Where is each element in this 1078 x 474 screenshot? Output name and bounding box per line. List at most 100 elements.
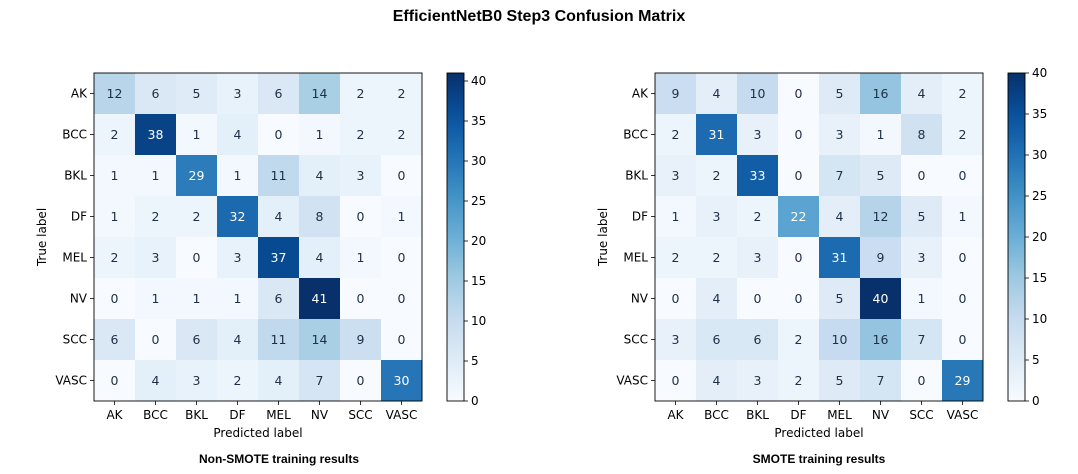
matrix-cell [258,196,300,238]
matrix-cell [135,114,177,156]
matrix-cell [778,237,820,279]
y-tick-label: AK [632,87,649,101]
cell-value: 9 [672,86,680,101]
cell-value: 6 [275,291,283,306]
cell-value: 2 [111,127,119,142]
cell-value: 0 [398,250,406,265]
colorbar-tick-label: 15 [1032,271,1047,285]
cell-value: 7 [316,373,324,388]
cell-value: 2 [234,373,242,388]
cell-value: 0 [193,250,201,265]
cell-value: 1 [959,209,967,224]
cell-value: 1 [234,168,242,183]
cell-value: 7 [877,373,885,388]
x-tick-label: AK [667,408,684,422]
cell-value: 6 [713,332,721,347]
cell-value: 0 [918,373,926,388]
cell-value: 0 [795,291,803,306]
colorbar-tick-label: 35 [1032,107,1047,121]
cell-value: 5 [836,291,844,306]
cell-value: 5 [836,373,844,388]
matrix-cell [217,237,259,279]
y-axis-label: True label [35,208,49,267]
cell-value: 1 [111,209,119,224]
matrix-cell [737,237,779,279]
cell-value: 29 [189,168,205,183]
colorbar-tick-label: 15 [471,274,486,288]
x-tick-label: NV [311,408,329,422]
cell-value: 9 [877,250,885,265]
cell-value: 0 [357,209,365,224]
matrix-cell [258,155,300,197]
matrix-cell [901,360,943,402]
cell-value: 14 [312,86,328,101]
matrix-cell [655,319,697,361]
matrix-cell [299,237,341,279]
matrix-cell [819,155,861,197]
cell-value: 4 [234,127,242,142]
matrix-cell [655,114,697,156]
cell-value: 2 [713,250,721,265]
x-tick-label: BKL [185,408,208,422]
matrix-cell [299,73,341,115]
matrix-cell [901,114,943,156]
matrix-cell [942,237,984,279]
figure-title: EfficientNetB0 Step3 Confusion Matrix [392,8,686,25]
cell-value: 2 [795,373,803,388]
cell-value: 4 [275,373,283,388]
matrix-frame [654,72,984,402]
matrix-cell [258,73,300,115]
cell-value: 2 [713,168,721,183]
caption-smote: SMOTE training results [752,452,886,466]
cell-value: 14 [312,332,328,347]
cell-value: 0 [357,373,365,388]
cell-value: 3 [193,373,201,388]
cell-value: 16 [873,86,889,101]
matrix-cell [217,114,259,156]
cell-value: 31 [832,250,848,265]
cell-value: 2 [357,86,365,101]
matrix-cell [217,319,259,361]
cell-value: 1 [918,291,926,306]
matrix-cell [381,278,423,320]
x-tick-label: SCC [909,408,933,422]
cell-value: 2 [959,127,967,142]
matrix-cell [381,196,423,238]
colorbar-tick-label: 35 [471,114,486,128]
y-tick-label: NV [70,292,88,306]
x-tick-label: VASC [947,408,979,422]
x-tick-label: DF [790,408,806,422]
cell-value: 12 [107,86,123,101]
matrix-cell [381,73,423,115]
matrix-cell [860,196,902,238]
cell-value: 6 [754,332,762,347]
matrix-cell [737,360,779,402]
cell-value: 2 [754,209,762,224]
matrix-cell [217,278,259,320]
cell-value: 3 [672,168,680,183]
matrix-cell [135,155,177,197]
matrix-cell [340,155,382,197]
matrix-cell [860,319,902,361]
matrix-cell [258,278,300,320]
matrix-cell [340,360,382,402]
y-tick-label: VASC [616,374,648,388]
matrix-cell [696,237,738,279]
cell-value: 6 [111,332,119,347]
y-axis-label: True label [596,208,610,267]
matrix-cell [860,114,902,156]
matrix-cell [901,237,943,279]
matrix-cell [696,278,738,320]
cell-value: 7 [836,168,844,183]
matrix-cell [299,155,341,197]
cell-value: 1 [357,250,365,265]
cell-value: 0 [398,332,406,347]
cell-value: 0 [959,168,967,183]
matrix-cell [299,196,341,238]
y-tick-label: BKL [625,169,648,183]
cell-value: 3 [234,86,242,101]
matrix-cell [94,196,136,238]
matrix-cell [217,196,259,238]
x-tick-label: DF [229,408,245,422]
